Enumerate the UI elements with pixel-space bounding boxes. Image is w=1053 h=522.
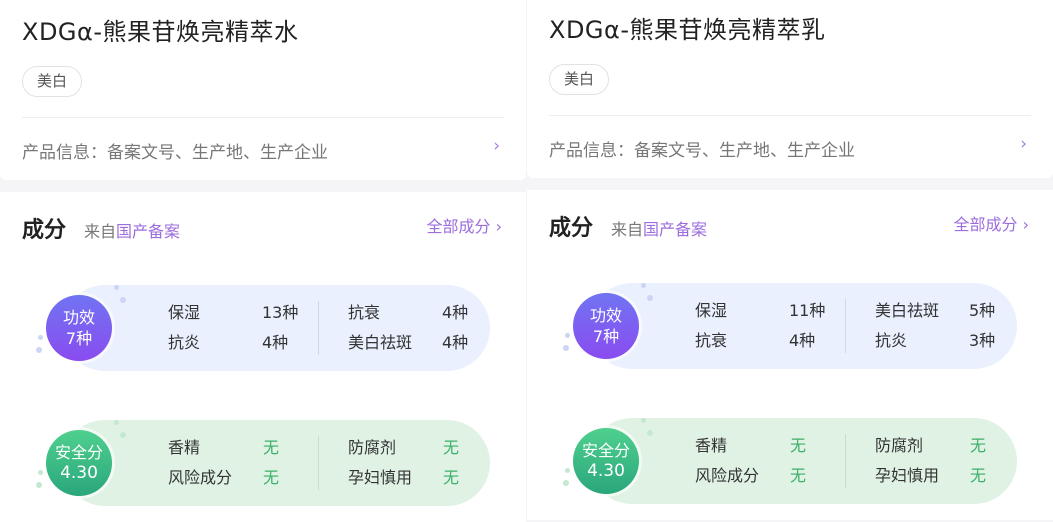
source-link[interactable]: 国产备案 [643, 220, 708, 239]
source-prefix: 来自 [84, 222, 117, 241]
tag-badge[interactable]: 美白 [22, 66, 83, 97]
efficacy-badge: 功效 7种 [573, 293, 639, 359]
efficacy-name: 美白祛斑 [875, 301, 940, 320]
efficacy-value: 4种 [442, 333, 469, 352]
safety-value: 无 [443, 438, 460, 457]
product-title: XDGα-熊果苷焕亮精萃乳 [549, 16, 826, 44]
all-ingredients-link[interactable]: 全部成分 › [953, 215, 1030, 234]
efficacy-value: 4种 [262, 333, 289, 352]
divider [318, 436, 319, 490]
decor-dot [641, 283, 646, 288]
divider [549, 115, 1031, 116]
efficacy-count: 7种 [592, 327, 620, 346]
source-text: 来自国产备案 [84, 218, 180, 242]
efficacy-value: 4种 [442, 303, 469, 322]
safety-score: 4.30 [587, 461, 625, 481]
safety-name: 香精 [168, 438, 201, 457]
efficacy-value: 3种 [969, 331, 996, 350]
safety-label: 安全分 [54, 443, 103, 462]
safety-badge: 安全分 4.30 [46, 430, 112, 496]
product-info-link[interactable]: 产品信息：备案文号、生产地、生产企业 [549, 141, 855, 161]
decor-dot [647, 430, 653, 436]
efficacy-name: 保湿 [168, 303, 201, 322]
section-title: 成分 [549, 216, 594, 241]
decor-dot [114, 285, 119, 290]
decor-dot [114, 420, 119, 425]
efficacy-name: 抗衰 [348, 303, 381, 322]
efficacy-value: 5种 [969, 301, 996, 320]
decor-dot [563, 480, 569, 486]
divider [845, 434, 846, 488]
tag-badge[interactable]: 美白 [549, 64, 610, 95]
safety-panel[interactable]: 安全分 4.30 香精 无防腐剂 无风险成分 无孕妇慎用 无 [563, 418, 1017, 504]
decor-dot [38, 470, 43, 475]
safety-value: 无 [443, 468, 460, 487]
safety-value: 无 [263, 468, 280, 487]
safety-score: 4.30 [60, 463, 98, 483]
divider [318, 301, 319, 355]
safety-value: 无 [790, 436, 807, 455]
efficacy-name: 美白祛斑 [348, 333, 413, 352]
product-header: XDGα-熊果苷焕亮精萃乳 美白 产品信息：备案文号、生产地、生产企业 › [527, 0, 1053, 178]
safety-badge: 安全分 4.30 [573, 428, 639, 494]
decor-dot [36, 347, 42, 353]
efficacy-name: 抗炎 [875, 331, 908, 350]
safety-name: 风险成分 [168, 468, 233, 487]
product-header: XDGα-熊果苷焕亮精萃水 美白 产品信息：备案文号、生产地、生产企业 › [0, 0, 526, 180]
decor-dot [647, 295, 653, 301]
source-link[interactable]: 国产备案 [116, 222, 181, 241]
product-title: XDGα-熊果苷焕亮精萃水 [22, 18, 299, 46]
safety-label: 安全分 [581, 441, 630, 460]
efficacy-value: 13种 [262, 303, 299, 322]
decor-dot [120, 432, 126, 438]
efficacy-count: 7种 [65, 329, 93, 348]
section-title: 成分 [22, 218, 67, 243]
product-info-link[interactable]: 产品信息：备案文号、生产地、生产企业 [22, 143, 328, 163]
safety-value: 无 [970, 466, 987, 485]
efficacy-label: 功效 [62, 308, 95, 327]
chevron-right-icon[interactable]: › [493, 136, 500, 156]
decor-dot [563, 345, 569, 351]
decor-dot [36, 482, 42, 488]
safety-value: 无 [970, 436, 987, 455]
safety-name: 孕妇慎用 [348, 468, 413, 487]
safety-name: 香精 [695, 436, 728, 455]
efficacy-panel[interactable]: 功效 7种 保湿 13种 抗衰 4种 抗炎 4种 美白祛斑 4种 [36, 285, 490, 371]
product-card: XDGα-熊果苷焕亮精萃水 美白 产品信息：备案文号、生产地、生产企业 › 成分… [0, 0, 526, 522]
safety-value: 无 [263, 438, 280, 457]
efficacy-panel[interactable]: 功效 7种 保湿 11种 美白祛斑 5种抗衰 4种 抗炎 3种 [563, 283, 1017, 369]
decor-dot [641, 418, 646, 423]
chevron-right-icon[interactable]: › [1020, 134, 1027, 154]
safety-name: 孕妇慎用 [875, 466, 940, 485]
source-prefix: 来自 [611, 220, 644, 239]
all-ingredients-link[interactable]: 全部成分 › [426, 217, 503, 236]
source-text: 来自国产备案 [611, 216, 707, 240]
efficacy-value: 11种 [789, 301, 826, 320]
safety-name: 防腐剂 [875, 436, 924, 455]
safety-name: 防腐剂 [348, 438, 397, 457]
efficacy-value: 4种 [789, 331, 816, 350]
divider [845, 299, 846, 353]
product-card: XDGα-熊果苷焕亮精萃乳 美白 产品信息：备案文号、生产地、生产企业 › 成分… [527, 0, 1053, 520]
decor-dot [565, 468, 570, 473]
efficacy-name: 保湿 [695, 301, 728, 320]
safety-panel[interactable]: 安全分 4.30 香精 无防腐剂 无风险成分 无孕妇慎用 无 [36, 420, 490, 506]
efficacy-badge: 功效 7种 [46, 295, 112, 361]
efficacy-name: 抗衰 [695, 331, 728, 350]
decor-dot [120, 297, 126, 303]
efficacy-label: 功效 [589, 306, 622, 325]
decor-dot [565, 333, 570, 338]
safety-value: 无 [790, 466, 807, 485]
divider [22, 117, 504, 118]
safety-name: 风险成分 [695, 466, 760, 485]
decor-dot [38, 335, 43, 340]
efficacy-name: 抗炎 [168, 333, 201, 352]
